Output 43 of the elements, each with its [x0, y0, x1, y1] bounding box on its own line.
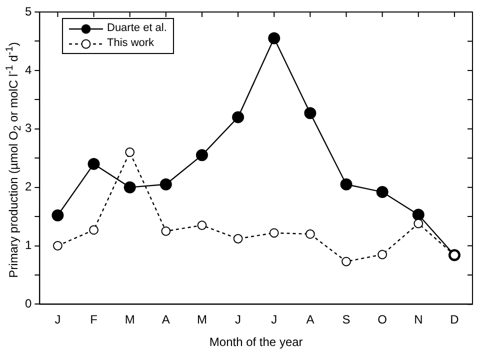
x-axis-title: Month of the year — [209, 335, 303, 350]
x-tick-label: A — [162, 312, 170, 327]
point — [232, 111, 244, 124]
x-tick-label: S — [342, 312, 350, 327]
point — [414, 218, 424, 228]
point — [197, 220, 207, 230]
point — [88, 158, 100, 170]
y-tick-label: 0 — [24, 296, 32, 311]
point — [378, 250, 388, 260]
y-tick-label: 4 — [24, 62, 32, 77]
point — [124, 181, 136, 194]
y-tick-label: 2 — [24, 180, 32, 194]
x-tick-label: J — [235, 312, 242, 327]
point — [305, 229, 315, 239]
point — [125, 148, 135, 157]
x-tick-label: F — [90, 312, 98, 327]
point — [376, 186, 388, 198]
point — [342, 256, 351, 266]
point — [52, 209, 64, 222]
x-tick-label: J — [271, 312, 278, 327]
point — [268, 32, 280, 44]
point — [304, 107, 316, 120]
x-tick-label: D — [450, 312, 460, 327]
legend-label: Duarte et al. — [107, 21, 167, 36]
point — [161, 226, 171, 236]
x-tick-label: J — [54, 312, 61, 327]
x-tick-label: M — [124, 312, 135, 327]
y-tick-label: 5 — [24, 4, 32, 18]
point — [340, 178, 352, 190]
point — [233, 234, 243, 244]
x-tick-label: M — [196, 312, 207, 327]
y-tick-label: 3 — [24, 121, 32, 136]
point — [412, 208, 424, 221]
point — [89, 225, 98, 235]
y-tick-label: 1 — [24, 238, 32, 252]
point — [196, 149, 208, 162]
x-tick-label: N — [414, 312, 423, 327]
point — [53, 241, 62, 250]
legend-label: This work — [107, 36, 154, 51]
x-tick-label: O — [378, 312, 387, 327]
point — [160, 178, 172, 190]
x-tick-label: A — [306, 312, 314, 327]
point — [269, 228, 279, 238]
